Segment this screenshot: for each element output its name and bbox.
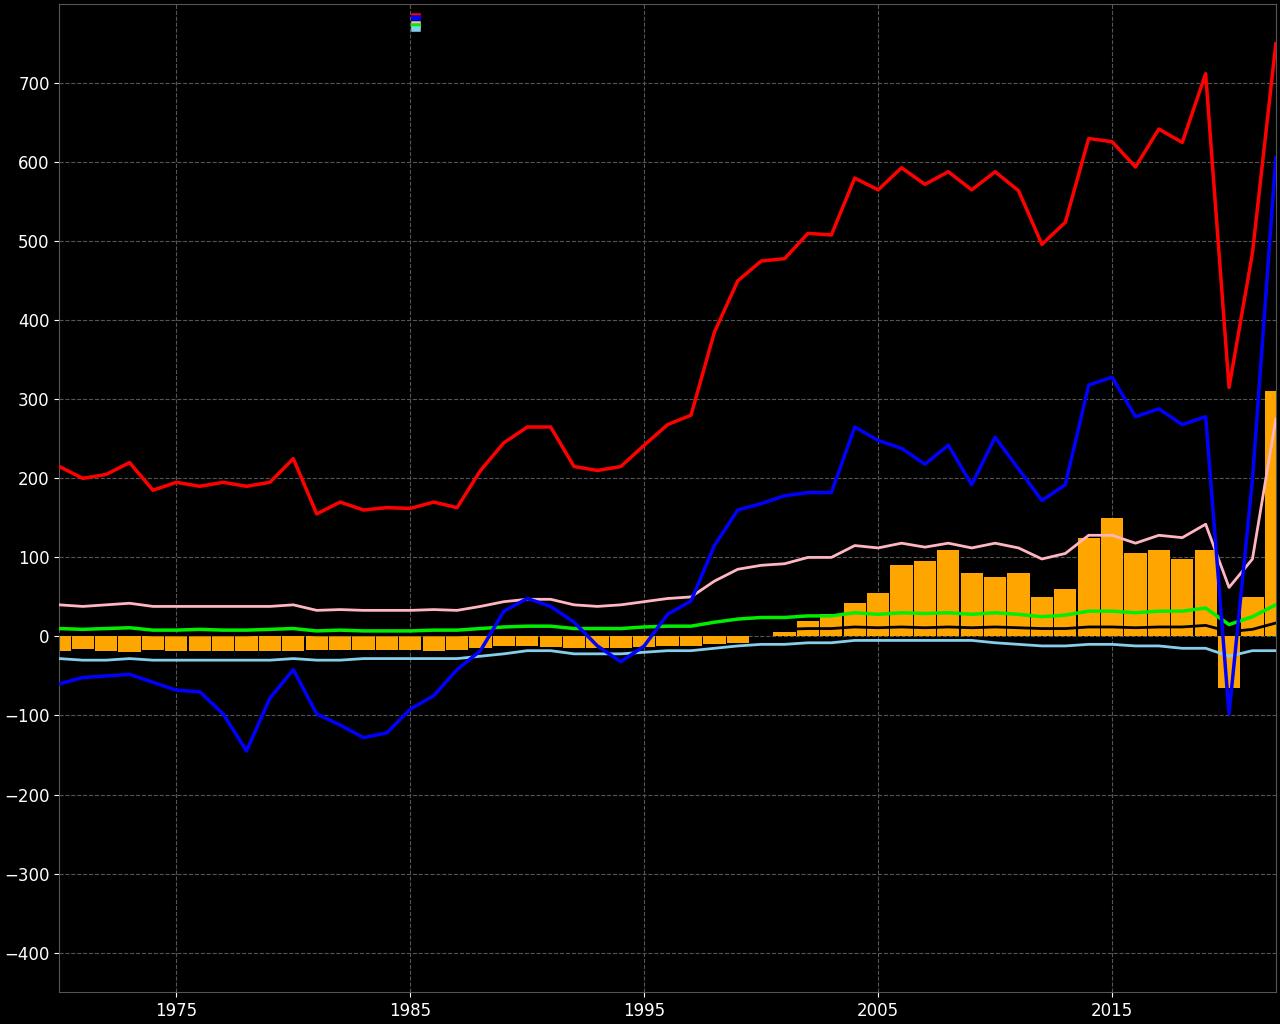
Bar [1148, 550, 1170, 637]
Bar [867, 593, 890, 637]
Bar [259, 637, 282, 650]
Bar [1055, 589, 1076, 637]
Bar [891, 565, 913, 637]
Bar [399, 637, 421, 650]
Bar [165, 637, 187, 650]
Bar [1101, 518, 1123, 637]
Bar [470, 637, 492, 648]
Bar [1194, 550, 1217, 637]
Bar [960, 573, 983, 637]
Bar [306, 637, 328, 650]
Bar [680, 637, 703, 646]
Bar [72, 637, 93, 649]
Bar [773, 633, 796, 637]
Bar [937, 550, 960, 637]
Bar [445, 637, 468, 650]
Bar [329, 637, 351, 650]
Bar [1219, 637, 1240, 688]
Bar [49, 637, 70, 650]
Bar [352, 637, 375, 650]
Bar [609, 637, 632, 648]
Bar [984, 578, 1006, 637]
Bar [1030, 597, 1053, 637]
Bar [1171, 559, 1193, 637]
Bar [282, 637, 305, 650]
Bar [119, 637, 141, 652]
Bar [844, 603, 865, 637]
Bar [634, 637, 655, 647]
Bar [1265, 391, 1280, 637]
Bar [563, 637, 585, 648]
Bar [727, 637, 749, 643]
Bar [142, 637, 164, 650]
Bar [516, 637, 539, 646]
Legend: , , , , , : , , , , , [413, 14, 420, 30]
Bar [586, 637, 608, 648]
Bar [188, 637, 211, 650]
Bar [422, 637, 444, 650]
Bar [914, 561, 936, 637]
Bar [1007, 573, 1029, 637]
Bar [1124, 553, 1147, 637]
Bar [212, 637, 234, 650]
Bar [820, 614, 842, 637]
Bar [493, 637, 515, 646]
Bar [376, 637, 398, 650]
Bar [703, 637, 726, 644]
Bar [540, 637, 562, 647]
Bar [657, 637, 678, 646]
Bar [95, 637, 118, 650]
Bar [1078, 538, 1100, 637]
Bar [236, 637, 257, 650]
Bar [1242, 597, 1263, 637]
Bar [797, 621, 819, 637]
